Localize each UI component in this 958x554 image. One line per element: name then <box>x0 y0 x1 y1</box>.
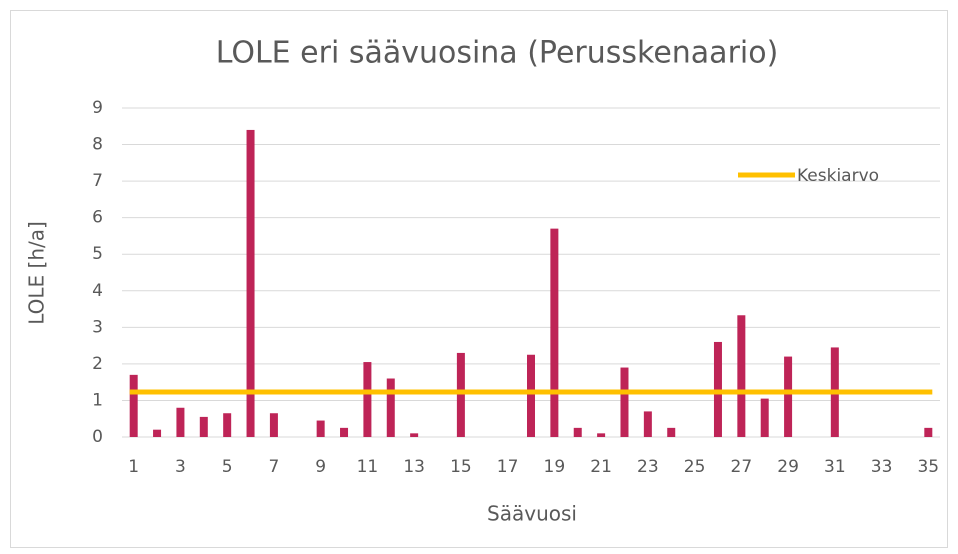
y-tick-label: 7 <box>92 171 103 191</box>
bar <box>340 427 349 437</box>
x-tick-label: 7 <box>269 457 280 477</box>
x-axis-label: Säävuosi <box>487 502 577 526</box>
x-tick-label: 21 <box>590 457 612 477</box>
x-tick-label: 5 <box>222 457 233 477</box>
y-tick-label: 8 <box>92 135 103 155</box>
bar <box>153 429 162 437</box>
bar <box>223 413 232 437</box>
x-tick-label: 29 <box>777 457 799 477</box>
x-tick-label: 13 <box>403 457 425 477</box>
bar <box>269 413 278 437</box>
bar <box>784 356 793 437</box>
y-tick-label: 9 <box>92 98 103 118</box>
x-tick-label: 9 <box>315 457 326 477</box>
legend-label: Keskiarvo <box>797 166 879 186</box>
x-tick-label: 15 <box>450 457 472 477</box>
x-tick-label: 35 <box>917 457 939 477</box>
y-tick-label: 3 <box>92 317 103 337</box>
bar <box>176 407 185 437</box>
x-tick-label: 23 <box>637 457 659 477</box>
x-tick-label: 27 <box>731 457 753 477</box>
x-tick-label: 25 <box>684 457 706 477</box>
bar <box>713 341 722 437</box>
bar <box>129 374 138 437</box>
y-tick-label: 4 <box>92 281 103 301</box>
bar <box>924 427 933 437</box>
bar <box>363 362 372 437</box>
bar <box>456 352 465 437</box>
bar <box>760 398 769 437</box>
bar <box>527 354 535 437</box>
x-tick-label: 33 <box>871 457 893 477</box>
bar <box>410 433 419 437</box>
y-axis-label: LOLE [h/a] <box>25 221 49 325</box>
bar <box>316 420 325 437</box>
bar <box>667 427 676 437</box>
bar <box>597 433 606 437</box>
x-tick-label: 19 <box>544 457 566 477</box>
x-tick-label: 11 <box>357 457 379 477</box>
bar <box>199 416 208 437</box>
x-tick-label: 3 <box>175 457 186 477</box>
bar <box>386 378 395 437</box>
bar <box>573 427 582 437</box>
bar <box>550 228 559 437</box>
bar <box>246 129 255 437</box>
y-tick-label: 2 <box>92 354 103 374</box>
y-tick-label: 6 <box>92 208 103 228</box>
bar <box>737 315 746 437</box>
x-tick-label: 1 <box>128 457 139 477</box>
y-tick-label: 0 <box>92 427 103 447</box>
bar <box>620 367 629 437</box>
y-tick-label: 1 <box>92 390 103 410</box>
chart-title: LOLE eri säävuosina (Perusskenaario) <box>216 36 779 71</box>
y-tick-label: 5 <box>92 244 103 264</box>
x-tick-label: 17 <box>497 457 519 477</box>
chart-border <box>10 10 948 548</box>
bar <box>643 411 652 437</box>
x-tick-label: 31 <box>824 457 846 477</box>
